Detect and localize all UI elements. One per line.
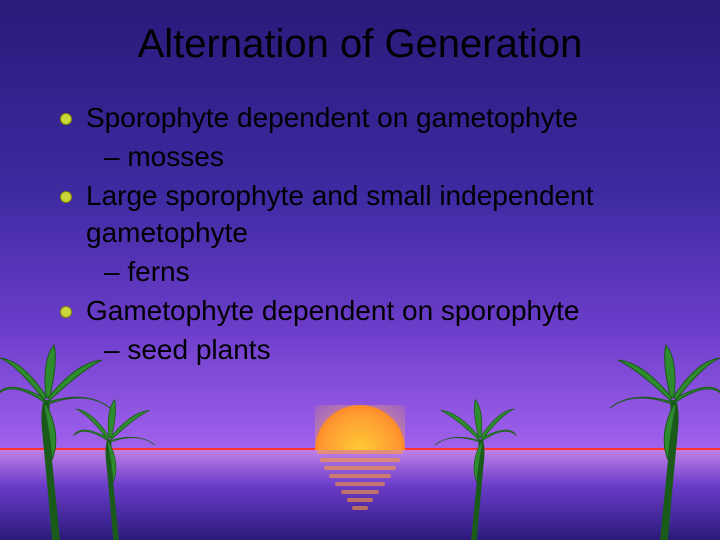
bullet-text: Gametophyte dependent on sporophyte: [86, 293, 690, 330]
sub-bullet-item: – mosses: [60, 139, 690, 176]
sub-bullet-item: – ferns: [60, 254, 690, 291]
slide-content: Sporophyte dependent on gametophyte – mo…: [60, 100, 690, 371]
palm-tree-icon: [70, 396, 164, 540]
bullet-text: Sporophyte dependent on gametophyte: [86, 100, 690, 137]
bullet-dot-icon: [60, 191, 72, 203]
dash-icon: –: [104, 334, 120, 365]
bullet-item: Gametophyte dependent on sporophyte: [60, 293, 690, 330]
slide: Alternation of Generation Sporophyte dep…: [0, 0, 720, 540]
dash-icon: –: [104, 256, 120, 287]
sun-reflection: [315, 450, 405, 530]
palm-tree-icon: [426, 396, 520, 540]
sub-bullet-text: ferns: [127, 256, 189, 287]
sub-bullet-text: mosses: [127, 141, 223, 172]
dash-icon: –: [104, 141, 120, 172]
sub-bullet-text: seed plants: [127, 334, 270, 365]
bullet-item: Large sporophyte and small independent g…: [60, 178, 690, 252]
bullet-dot-icon: [60, 306, 72, 318]
slide-title: Alternation of Generation: [0, 22, 720, 67]
bullet-item: Sporophyte dependent on gametophyte: [60, 100, 690, 137]
bullet-text: Large sporophyte and small independent g…: [86, 178, 690, 252]
bullet-dot-icon: [60, 113, 72, 125]
sub-bullet-item: – seed plants: [60, 332, 690, 369]
